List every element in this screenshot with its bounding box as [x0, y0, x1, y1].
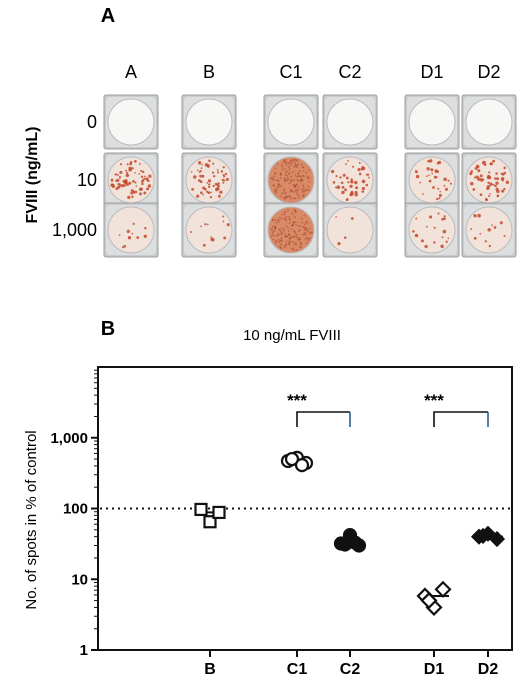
- y-tick-label: 1,000: [50, 430, 88, 447]
- well-b-10: [181, 152, 237, 208]
- x-tick-label-c2: C2: [340, 661, 361, 678]
- well-d2-10: [461, 152, 517, 208]
- significance-bracket-d1-d2: ***: [424, 391, 489, 427]
- series-d1: [416, 580, 452, 616]
- series-c1: [280, 450, 314, 473]
- column-label-b: B: [203, 62, 215, 82]
- panel-b-letter: B: [101, 318, 115, 340]
- well-c2-1000: [322, 202, 378, 258]
- significance-bracket-c1-c2: ***: [287, 391, 351, 427]
- well-b-0: [181, 94, 237, 150]
- well-c1-1000: [263, 202, 319, 258]
- well-a-10: [103, 152, 159, 208]
- well-d2-1000: [461, 202, 517, 258]
- row-labels: 0 10 1,000: [52, 112, 97, 240]
- column-labels: A B C1 C2 D1 D2: [125, 62, 501, 82]
- significance-label: ***: [287, 391, 307, 410]
- data-point-d2: [488, 530, 506, 548]
- data-point-c1: [294, 458, 310, 473]
- y-tick-label: 10: [71, 571, 88, 588]
- column-label-c2: C2: [338, 62, 361, 82]
- series-b: [194, 502, 226, 529]
- row-label-1000: 1,000: [52, 220, 97, 240]
- column-label-a: A: [125, 62, 137, 82]
- well-c1-0: [263, 94, 319, 150]
- column-label-d1: D1: [420, 62, 443, 82]
- data-point-c2: [347, 535, 363, 550]
- data-point-d2: [474, 527, 492, 544]
- well-d1-10: [404, 152, 460, 208]
- data-point-b: [194, 502, 208, 517]
- well-plate-grid: [103, 94, 517, 258]
- well-d1-1000: [404, 202, 460, 258]
- series-c2: [333, 528, 367, 553]
- fviii-axis-title: FVIII (ng/mL): [24, 127, 41, 224]
- well-c1-10: [263, 152, 319, 208]
- x-tick-label-d1: D1: [424, 661, 445, 678]
- well-b-1000: [181, 202, 237, 258]
- y-tick-label: 100: [63, 501, 88, 518]
- well-c2-0: [322, 94, 378, 150]
- plot-area: 1 10 100 1,000 B C1 C2 D1 D2 *** ***: [50, 366, 513, 678]
- well-a-1000: [103, 202, 159, 258]
- panel-a-letter: A: [101, 5, 115, 27]
- chart-title: 10 ng/mL FVIII: [243, 327, 341, 344]
- data-point-b: [203, 515, 217, 529]
- row-label-0: 0: [87, 112, 97, 132]
- x-tick-label-c1: C1: [287, 661, 308, 678]
- column-label-d2: D2: [477, 62, 500, 82]
- well-c2-10: [322, 152, 378, 208]
- well-a-0: [103, 94, 159, 150]
- well-d1-0: [404, 94, 460, 150]
- column-label-c1: C1: [279, 62, 302, 82]
- well-d2-0: [461, 94, 517, 150]
- y-tick-label: 1: [80, 642, 88, 659]
- significance-label: ***: [424, 391, 444, 410]
- x-tick-label-d2: D2: [478, 661, 499, 678]
- x-tick-label-b: B: [204, 661, 216, 678]
- series-d2: [470, 525, 506, 548]
- data-point-d1: [420, 591, 438, 610]
- y-axis-title: No. of spots in % of control: [23, 430, 40, 609]
- data-point-b: [212, 505, 226, 520]
- data-point-d1: [434, 580, 452, 598]
- row-label-10: 10: [77, 170, 97, 190]
- data-point-c1: [284, 451, 300, 467]
